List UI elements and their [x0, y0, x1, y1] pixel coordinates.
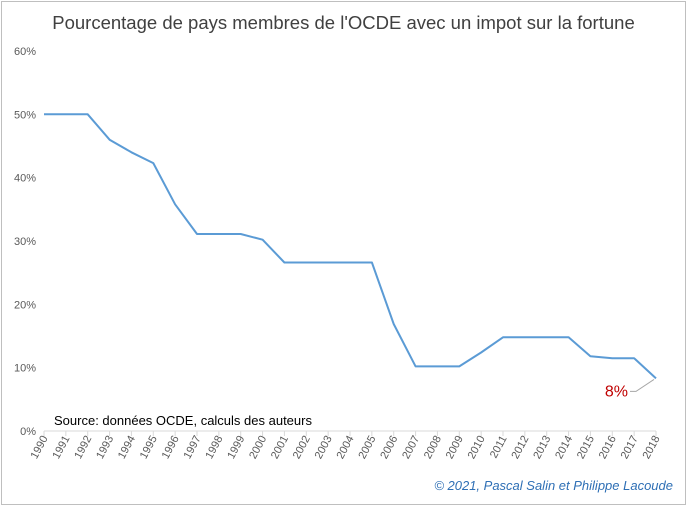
x-tick-label: 2015	[575, 434, 597, 461]
x-tick-label: 1995	[138, 434, 160, 461]
x-tick-label: 1994	[116, 434, 138, 461]
callout-leader-line	[630, 379, 655, 392]
x-tick-label: 2006	[378, 434, 400, 461]
x-tick-label: 2007	[400, 434, 422, 461]
chart-title: Pourcentage de pays membres de l'OCDE av…	[52, 12, 635, 33]
x-tick-label: 2014	[553, 434, 575, 461]
x-tick-label: 1997	[182, 434, 204, 461]
x-axis: 1990 1991 1992 1993 1994 1995 1996 1997 1998 1999…	[29, 430, 663, 461]
x-tick-label: 2013	[531, 434, 553, 461]
y-tick-label: 40%	[14, 173, 36, 185]
x-tick-label: 2004	[335, 434, 357, 461]
x-tick-label: 1991	[50, 434, 72, 461]
x-tick-label: 1992	[72, 434, 94, 461]
x-tick-label: 2009	[444, 434, 466, 461]
y-axis-labels: 0% 10% 20% 30% 40% 50% 60%	[14, 46, 36, 438]
x-tick-label: 2012	[509, 434, 531, 461]
x-tick-label: 1999	[225, 434, 247, 461]
x-tick-label: 1998	[203, 434, 225, 461]
x-tick-label: 2010	[466, 434, 488, 461]
annotation-layer: Source: données OCDE, calculs des auteur…	[54, 379, 655, 428]
x-tick-label: 2016	[597, 434, 619, 461]
y-tick-label: 30%	[14, 236, 36, 248]
x-tick-label: 2008	[422, 434, 444, 461]
y-tick-label: 20%	[14, 299, 36, 311]
last-value-label: 8%	[605, 383, 628, 400]
y-tick-label: 60%	[14, 46, 36, 58]
y-tick-label: 50%	[14, 109, 36, 121]
x-tick-label: 2002	[291, 434, 313, 461]
x-tick-label: 2018	[641, 434, 663, 461]
source-note: Source: données OCDE, calculs des auteur…	[54, 413, 312, 428]
x-tick-label: 2011	[488, 434, 510, 461]
y-tick-label: 0%	[20, 426, 36, 438]
x-tick-label: 1993	[94, 434, 116, 461]
series-layer	[44, 113, 657, 380]
x-tick-label: 2005	[356, 434, 378, 461]
x-tick-label: 2003	[313, 434, 335, 461]
copyright-text: © 2021, Pascal Salin et Philippe Lacoude	[434, 478, 673, 493]
x-tick-label: 2017	[619, 434, 641, 461]
x-tick-label: 2001	[269, 434, 291, 461]
x-tick-label: 1996	[160, 434, 182, 461]
series-line	[44, 113, 657, 380]
x-tick-label: 2000	[247, 434, 269, 461]
y-tick-label: 10%	[14, 363, 36, 375]
